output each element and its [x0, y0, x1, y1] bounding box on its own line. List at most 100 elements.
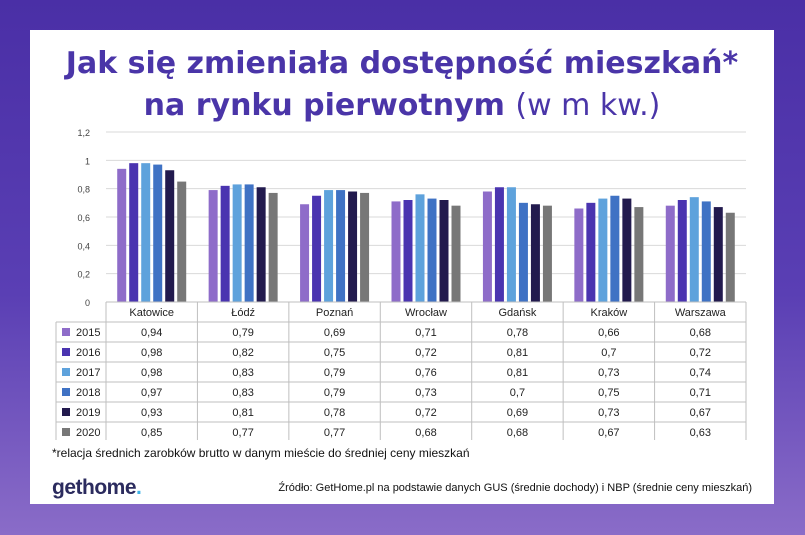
- data-label: 0,78: [324, 407, 345, 419]
- bar: [518, 202, 528, 302]
- category-label: Poznań: [316, 307, 353, 319]
- data-label: 0,68: [415, 427, 436, 439]
- bar: [574, 208, 584, 302]
- bar: [610, 195, 620, 302]
- data-label: 0,79: [324, 387, 345, 399]
- bar: [232, 184, 242, 302]
- data-label: 0,93: [141, 407, 162, 419]
- y-tick-label: 0,4: [77, 241, 90, 251]
- bar: [415, 194, 425, 302]
- category-label: Gdańsk: [498, 307, 536, 319]
- subtitle-unit: (w m kw.): [515, 88, 661, 123]
- bar: [634, 207, 644, 302]
- bar: [141, 163, 151, 302]
- bar: [427, 198, 437, 302]
- category-label: Katowice: [129, 307, 174, 319]
- legend-entry: 2019: [76, 407, 100, 419]
- bar: [403, 200, 413, 302]
- bar: [598, 198, 608, 302]
- category-label: Kraków: [591, 307, 628, 319]
- data-label: 0,81: [507, 367, 528, 379]
- bar: [256, 187, 266, 302]
- bar: [391, 201, 401, 302]
- data-label: 0,75: [324, 347, 345, 359]
- bar: [530, 204, 540, 302]
- y-tick-label: 0: [85, 298, 90, 308]
- data-label: 0,77: [232, 427, 253, 439]
- chart-title: Jak się zmieniała dostępność mieszkań*: [65, 46, 739, 81]
- bar: [220, 185, 230, 302]
- bar: [542, 205, 552, 302]
- data-label: 0,69: [507, 407, 528, 419]
- bar: [348, 191, 358, 302]
- bar: [324, 190, 334, 302]
- data-label: 0,73: [598, 367, 619, 379]
- bar: [725, 212, 735, 302]
- bar: [701, 201, 711, 302]
- data-label: 0,72: [415, 347, 436, 359]
- legend-swatch: [62, 408, 70, 416]
- data-label: 0,75: [598, 387, 619, 399]
- chart-card: Jak się zmieniała dostępność mieszkań* n…: [30, 30, 774, 504]
- bar: [622, 198, 632, 302]
- bar: [506, 187, 516, 302]
- data-label: 0,74: [690, 367, 711, 379]
- category-label: Warszawa: [675, 307, 727, 319]
- footnote: *relacja średnich zarobków brutto w dany…: [52, 446, 470, 460]
- bar: [165, 170, 175, 302]
- subtitle-bold: na rynku pierwotnym: [143, 88, 505, 123]
- data-label: 0,67: [690, 407, 711, 419]
- bar: [312, 195, 322, 302]
- bar: [677, 200, 687, 302]
- data-label: 0,83: [232, 367, 253, 379]
- legend-swatch: [62, 348, 70, 356]
- data-label: 0,71: [690, 387, 711, 399]
- bar: [360, 192, 370, 302]
- bar: [336, 190, 346, 302]
- data-label: 0,7: [601, 347, 616, 359]
- legend-entry: 2020: [76, 427, 100, 439]
- data-label: 0,76: [415, 367, 436, 379]
- y-tick-label: 1,2: [77, 128, 90, 138]
- bar: [665, 205, 675, 302]
- y-tick-label: 0,6: [77, 213, 90, 223]
- data-label: 0,98: [141, 367, 162, 379]
- legend-swatch: [62, 428, 70, 436]
- y-tick-label: 1: [85, 156, 90, 166]
- category-label: Wrocław: [405, 307, 447, 319]
- bar: [268, 192, 278, 302]
- bar: [713, 207, 723, 302]
- legend-entry: 2016: [76, 347, 100, 359]
- data-label: 0,69: [324, 327, 345, 339]
- legend-swatch: [62, 368, 70, 376]
- data-label: 0,81: [232, 407, 253, 419]
- data-label: 0,7: [510, 387, 525, 399]
- data-label: 0,66: [598, 327, 619, 339]
- data-label: 0,73: [415, 387, 436, 399]
- data-label: 0,77: [324, 427, 345, 439]
- data-label: 0,81: [507, 347, 528, 359]
- legend-swatch: [62, 328, 70, 336]
- data-label: 0,97: [141, 387, 162, 399]
- data-label: 0,67: [598, 427, 619, 439]
- data-label: 0,72: [415, 407, 436, 419]
- category-label: Łódź: [231, 307, 255, 319]
- chart-subtitle: na rynku pierwotnym (w m kw.): [30, 88, 774, 124]
- data-label: 0,78: [507, 327, 528, 339]
- y-tick-label: 0,8: [77, 185, 90, 195]
- legend-entry: 2018: [76, 387, 100, 399]
- data-label: 0,79: [232, 327, 253, 339]
- legend-swatch: [62, 388, 70, 396]
- bar: [177, 181, 187, 302]
- data-label: 0,71: [415, 327, 436, 339]
- bar: [482, 191, 492, 302]
- legend-entry: 2017: [76, 367, 100, 379]
- bar: [117, 168, 127, 302]
- bar: [494, 187, 504, 302]
- bar: [439, 200, 449, 302]
- data-label: 0,68: [690, 327, 711, 339]
- legend-entry: 2015: [76, 327, 100, 339]
- bar: [300, 204, 310, 302]
- bar: [451, 205, 461, 302]
